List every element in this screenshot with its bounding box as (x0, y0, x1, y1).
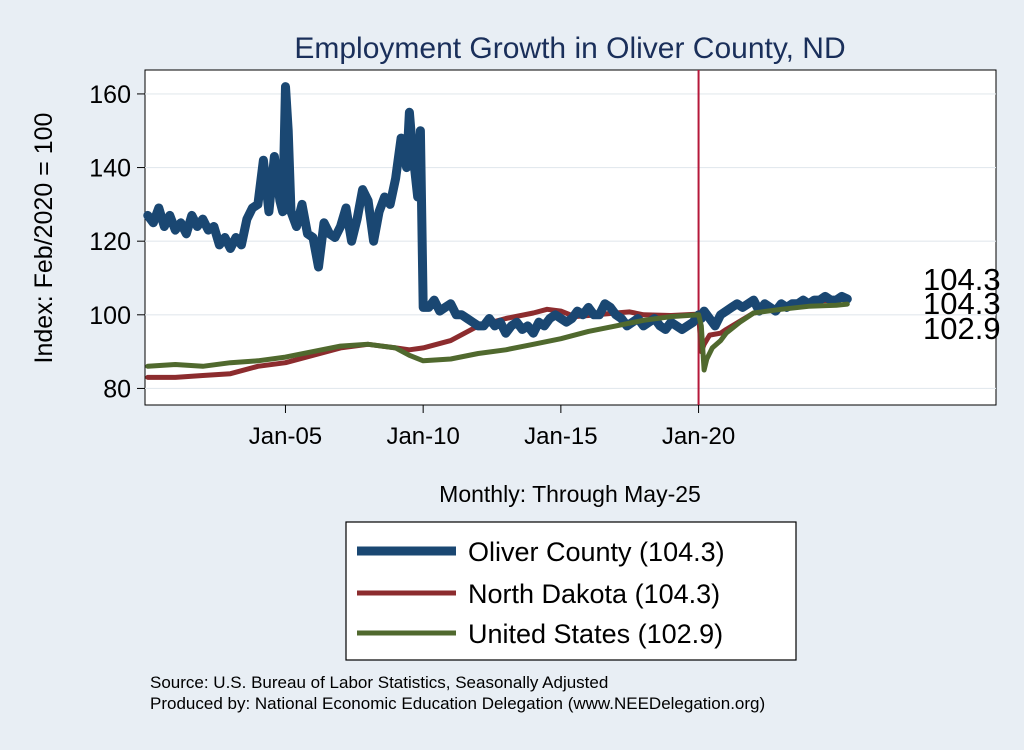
end-label-0: 104.3 (923, 262, 1001, 297)
y-tick-label-140: 140 (89, 155, 131, 183)
chart-title: Employment Growth in Oliver County, ND (294, 32, 845, 65)
series-line-oliver-county (143, 82, 852, 338)
x-tick-label-Jan-20: Jan-20 (662, 423, 735, 450)
legend: Oliver County (104.3) North Dakota (104.… (345, 521, 797, 661)
y-tick-label-120: 120 (89, 228, 131, 256)
y-axis-label: Index: Feb/2020 = 100 (30, 113, 58, 364)
y-tick-label-100: 100 (89, 302, 131, 330)
x-tick-label-Jan-15: Jan-15 (524, 423, 597, 450)
y-tick-label-160: 160 (89, 81, 131, 109)
series-line-north-dakota (145, 296, 850, 380)
source-note: Source: U.S. Bureau of Labor Statistics,… (150, 673, 608, 692)
series-lines (143, 82, 852, 380)
y-axis: 80 100 120 140 160 (89, 81, 145, 403)
end-label-1: 104.3 (923, 286, 1001, 321)
legend-label-north-dakota: North Dakota (104.3) (468, 579, 720, 609)
y-tick-label-80: 80 (103, 375, 131, 403)
x-tick-label-Jan-05: Jan-05 (249, 423, 322, 450)
series-line-united-states (145, 301, 850, 373)
x-axis-label: Monthly: Through May-25 (439, 481, 701, 507)
x-axis: Jan-05 Jan-10 Jan-15 Jan-20 (249, 405, 735, 450)
producer-note: Produced by: National Economic Education… (150, 694, 765, 713)
plot-area (144, 69, 997, 406)
legend-label-united-states: United States (102.9) (468, 619, 723, 649)
end-label-2: 102.9 (923, 311, 1001, 346)
legend-label-oliver-county: Oliver County (104.3) (468, 537, 725, 567)
x-tick-label-Jan-10: Jan-10 (386, 423, 459, 450)
